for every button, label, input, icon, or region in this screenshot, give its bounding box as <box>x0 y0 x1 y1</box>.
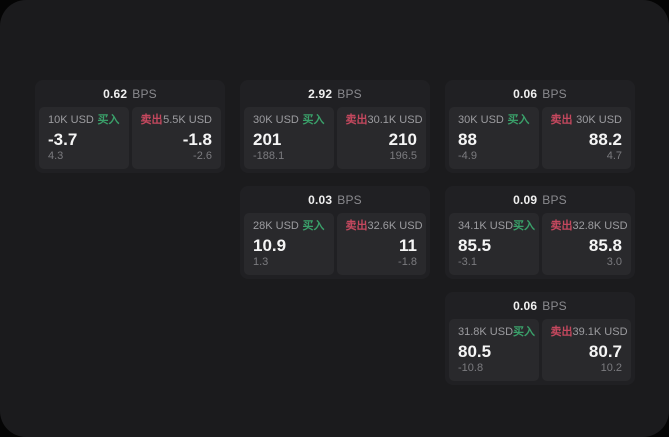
sell-tag: 卖出 <box>550 326 573 338</box>
sell-tag: 卖出 <box>140 114 163 126</box>
buy-tag: 买入 <box>507 114 530 126</box>
sell-price: -1.8 <box>182 130 212 149</box>
sell-sub-value: -2.6 <box>193 150 212 162</box>
bps-header: 0.06 BPS <box>449 292 631 319</box>
buy-amount: 10K USD <box>48 114 94 126</box>
quote-card-5: 0.09 BPS 34.1K USD 买入 85.5 -3.1 卖出 32.8K… <box>445 186 635 279</box>
buy-tag: 买入 <box>302 220 325 232</box>
bps-header: 0.09 BPS <box>449 186 631 213</box>
buy-tag: 买入 <box>97 114 120 126</box>
buy-tag: 买入 <box>302 114 325 126</box>
buy-sub-value: -4.9 <box>458 150 477 162</box>
bps-value: 0.03 <box>308 192 333 207</box>
sell-panel[interactable]: 卖出 32.8K USD 85.8 3.0 <box>541 213 631 275</box>
sell-sub-value: 10.2 <box>600 362 622 374</box>
buy-tag: 买入 <box>513 220 536 232</box>
buy-amount: 31.8K USD <box>458 326 514 338</box>
sell-price: 11 <box>399 236 417 255</box>
sell-price: 85.8 <box>588 236 622 255</box>
quote-card-2: 2.92 BPS 30K USD 买入 201 -188.1 卖出 30.1K … <box>240 80 430 173</box>
bps-unit-label: BPS <box>337 192 362 207</box>
sell-amount: 5.5K USD <box>163 114 212 126</box>
buy-panel[interactable]: 30K USD 买入 201 -188.1 <box>244 107 334 169</box>
sell-panel[interactable]: 卖出 30K USD 88.2 4.7 <box>541 107 631 169</box>
sell-panel[interactable]: 卖出 30.1K USD 210 196.5 <box>336 107 426 169</box>
buy-panel[interactable]: 28K USD 买入 10.9 1.3 <box>244 213 334 275</box>
bps-value: 0.06 <box>513 86 538 101</box>
bps-value: 0.06 <box>513 298 538 313</box>
sell-amount: 30.1K USD <box>367 114 423 126</box>
bps-unit-label: BPS <box>542 86 567 101</box>
buy-price: 10.9 <box>253 236 287 255</box>
buy-price: -3.7 <box>48 130 78 149</box>
sell-tag: 卖出 <box>345 114 368 126</box>
bps-unit-label: BPS <box>542 298 567 313</box>
sell-price: 80.7 <box>588 342 622 361</box>
buy-sub-value: -3.1 <box>458 256 477 268</box>
sell-panel[interactable]: 卖出 5.5K USD -1.8 -2.6 <box>131 107 221 169</box>
sell-sub-value: 3.0 <box>606 256 622 268</box>
buy-sub-value: -188.1 <box>253 150 285 162</box>
buy-panel[interactable]: 31.8K USD 买入 80.5 -10.8 <box>449 319 539 381</box>
bps-value: 2.92 <box>308 86 333 101</box>
quote-card-4: 0.03 BPS 28K USD 买入 10.9 1.3 卖出 32.6K US… <box>240 186 430 279</box>
buy-panel[interactable]: 30K USD 买入 88 -4.9 <box>449 107 539 169</box>
buy-panel[interactable]: 10K USD 买入 -3.7 4.3 <box>39 107 129 169</box>
sell-amount: 39.1K USD <box>572 326 628 338</box>
bps-unit-label: BPS <box>337 86 362 101</box>
bps-header: 0.62 BPS <box>39 80 221 107</box>
buy-sub-value: 1.3 <box>253 256 269 268</box>
buy-tag: 买入 <box>513 326 536 338</box>
sell-amount: 30K USD <box>576 114 622 126</box>
bps-unit-label: BPS <box>132 86 157 101</box>
sell-sub-value: -1.8 <box>398 256 417 268</box>
sell-panel[interactable]: 卖出 32.6K USD 11 -1.8 <box>336 213 426 275</box>
buy-amount: 28K USD <box>253 220 299 232</box>
buy-sub-value: -10.8 <box>458 362 484 374</box>
bps-value: 0.62 <box>103 86 128 101</box>
buy-price: 201 <box>253 130 282 149</box>
bps-header: 0.03 BPS <box>244 186 426 213</box>
bps-unit-label: BPS <box>542 192 567 207</box>
buy-amount: 30K USD <box>253 114 299 126</box>
buy-price: 88 <box>458 130 477 149</box>
quote-card-3: 0.06 BPS 30K USD 买入 88 -4.9 卖出 30K USD 8… <box>445 80 635 173</box>
bps-header: 2.92 BPS <box>244 80 426 107</box>
buy-price: 80.5 <box>458 342 492 361</box>
sell-price: 88.2 <box>588 130 622 149</box>
buy-price: 85.5 <box>458 236 492 255</box>
buy-panel[interactable]: 34.1K USD 买入 85.5 -3.1 <box>449 213 539 275</box>
sell-sub-value: 4.7 <box>606 150 622 162</box>
sell-tag: 卖出 <box>345 220 368 232</box>
sell-tag: 卖出 <box>550 220 573 232</box>
buy-sub-value: 4.3 <box>48 150 64 162</box>
buy-amount: 34.1K USD <box>458 220 514 232</box>
buy-amount: 30K USD <box>458 114 504 126</box>
sell-panel[interactable]: 卖出 39.1K USD 80.7 10.2 <box>541 319 631 381</box>
sell-price: 210 <box>388 130 417 149</box>
sell-amount: 32.6K USD <box>367 220 423 232</box>
sell-sub-value: 196.5 <box>389 150 417 162</box>
sell-amount: 32.8K USD <box>572 220 628 232</box>
sell-tag: 卖出 <box>550 114 573 126</box>
bps-header: 0.06 BPS <box>449 80 631 107</box>
bps-value: 0.09 <box>513 192 538 207</box>
quote-card-6: 0.06 BPS 31.8K USD 买入 80.5 -10.8 卖出 39.1… <box>445 292 635 385</box>
quote-card-1: 0.62 BPS 10K USD 买入 -3.7 4.3 卖出 5.5K USD… <box>35 80 225 173</box>
